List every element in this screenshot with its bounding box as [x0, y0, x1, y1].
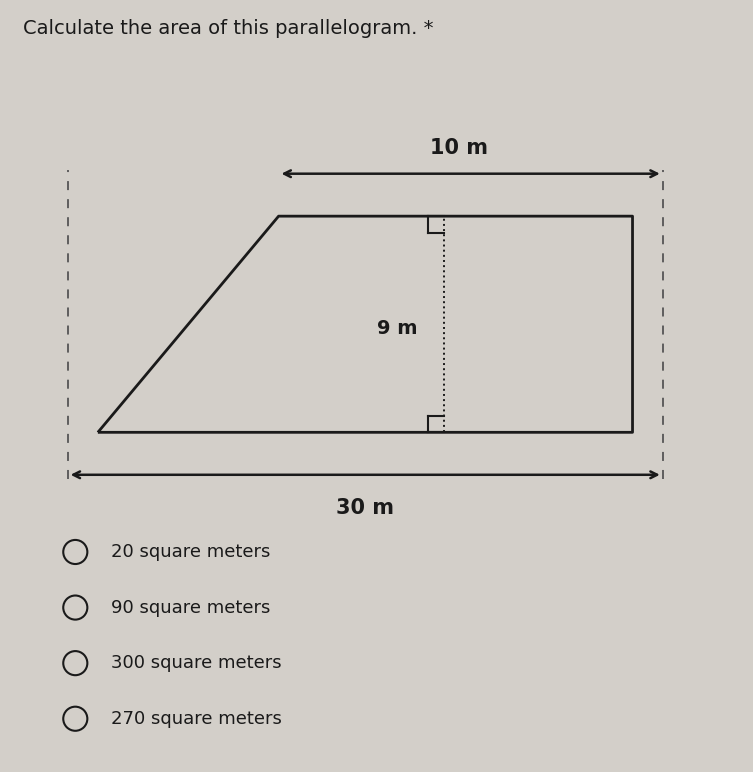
Text: 30 m: 30 m	[336, 498, 395, 518]
Text: 10 m: 10 m	[430, 138, 489, 158]
Text: 300 square meters: 300 square meters	[111, 654, 282, 672]
Text: 9 m: 9 m	[377, 319, 418, 337]
Text: 270 square meters: 270 square meters	[111, 709, 282, 728]
Text: 90 square meters: 90 square meters	[111, 598, 270, 617]
Text: 20 square meters: 20 square meters	[111, 543, 270, 561]
Text: Calculate the area of this parallelogram. *: Calculate the area of this parallelogram…	[23, 19, 433, 39]
